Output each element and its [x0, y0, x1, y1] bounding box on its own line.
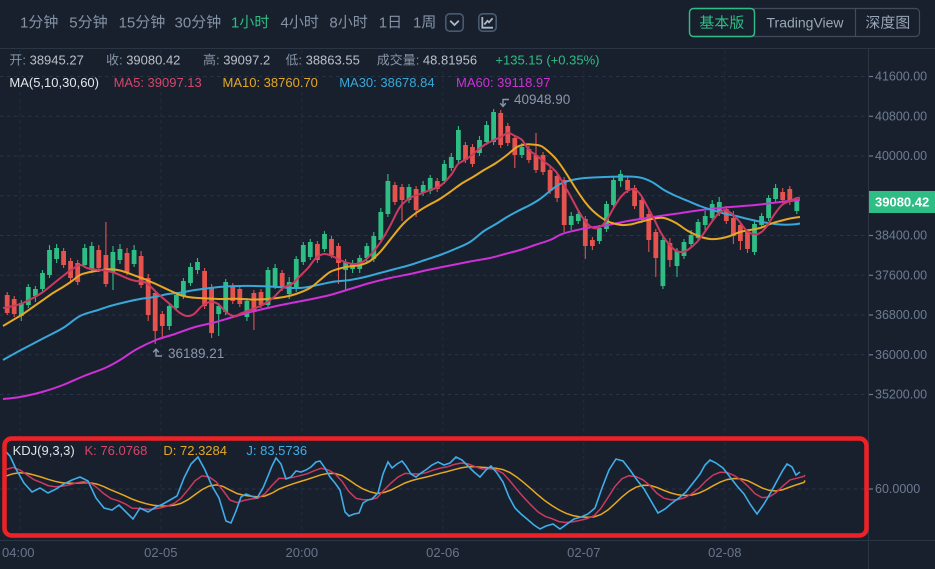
svg-text:1: 1 — [231, 14, 239, 31]
svg-text::: : — [22, 53, 26, 68]
svg-text:40948.90: 40948.90 — [514, 92, 570, 107]
svg-text:35200.00: 35200.00 — [875, 388, 927, 402]
svg-text:TradingView: TradingView — [767, 15, 845, 31]
svg-text:+135.15 (+0.35%): +135.15 (+0.35%) — [495, 53, 599, 68]
svg-text:1: 1 — [20, 14, 28, 31]
svg-text:02-07: 02-07 — [567, 545, 600, 560]
svg-text:02-05: 02-05 — [144, 545, 177, 560]
svg-text:36000.00: 36000.00 — [875, 348, 927, 362]
svg-text:02-08: 02-08 — [708, 545, 741, 560]
svg-text:1: 1 — [413, 14, 421, 31]
svg-text:15: 15 — [119, 14, 136, 31]
svg-text:30: 30 — [175, 14, 192, 31]
svg-text:4: 4 — [281, 14, 289, 31]
svg-text:36800.00: 36800.00 — [875, 308, 927, 322]
svg-text:20:00: 20:00 — [286, 545, 319, 560]
svg-text:KDJ(9,3,3): KDJ(9,3,3) — [13, 443, 75, 458]
svg-text:MA(5,10,30,60): MA(5,10,30,60) — [9, 75, 99, 90]
svg-text:38863.55: 38863.55 — [306, 53, 360, 68]
svg-text:39097.2: 39097.2 — [223, 53, 270, 68]
svg-text::: : — [416, 53, 420, 68]
svg-text:48.81956: 48.81956 — [423, 53, 477, 68]
svg-text:40800.00: 40800.00 — [875, 110, 927, 124]
svg-text::: : — [119, 53, 123, 68]
svg-text:60.0000: 60.0000 — [875, 482, 920, 496]
svg-text:39080.42: 39080.42 — [126, 53, 180, 68]
svg-text:38400.00: 38400.00 — [875, 229, 927, 243]
svg-text:MA10: 38760.70: MA10: 38760.70 — [223, 75, 318, 90]
svg-text:02-06: 02-06 — [426, 545, 459, 560]
svg-text:D: 72.3284: D: 72.3284 — [163, 443, 227, 458]
svg-text:MA5: 39097.13: MA5: 39097.13 — [114, 75, 202, 90]
svg-text:MA30: 38678.84: MA30: 38678.84 — [339, 75, 434, 90]
svg-text:39080.42: 39080.42 — [875, 195, 929, 210]
svg-text:1: 1 — [379, 14, 387, 31]
svg-text:5: 5 — [69, 14, 77, 31]
svg-text:MA60: 39118.97: MA60: 39118.97 — [456, 75, 550, 90]
svg-text:04:00: 04:00 — [2, 545, 35, 560]
svg-text::: : — [216, 53, 220, 68]
svg-text:41600.00: 41600.00 — [875, 70, 927, 84]
svg-text::: : — [298, 53, 302, 68]
svg-text:36189.21: 36189.21 — [168, 346, 224, 361]
svg-text:37600.00: 37600.00 — [875, 269, 927, 283]
svg-text:8: 8 — [329, 14, 337, 31]
svg-text:40000.00: 40000.00 — [875, 149, 927, 163]
svg-text:J: 83.5736: J: 83.5736 — [246, 443, 307, 458]
svg-text:K: 76.0768: K: 76.0768 — [85, 443, 148, 458]
svg-text:38945.27: 38945.27 — [30, 53, 84, 68]
